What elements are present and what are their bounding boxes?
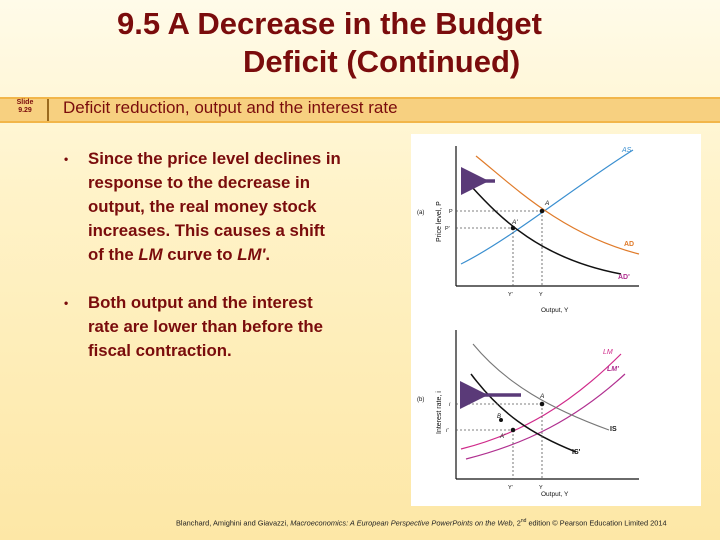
bullet-1-text-mid: curve to: [162, 245, 238, 264]
point-a: [539, 208, 545, 214]
bullet-1-em-lm2: LM': [237, 245, 266, 264]
panel-a: (a) Price level, P Output, Y AS AD AD' A…: [417, 146, 640, 314]
bullet-1-text: Since the price level declines in respon…: [88, 149, 341, 264]
point-a-prime: [510, 225, 516, 231]
point-a-prime-label: A': [511, 219, 518, 226]
subtitle-bar: [0, 97, 720, 123]
bullet-2-text: Both output and the interest rate are lo…: [88, 293, 324, 360]
point-b-label: B: [497, 414, 501, 420]
footer-edition-pre: , 2: [512, 518, 521, 528]
title-line-1: 9.5 A Decrease in the Budget: [117, 6, 542, 41]
lm-curve-label: LM: [603, 349, 613, 356]
slide-number-tag: Slide 9.29: [7, 99, 49, 121]
ad-curve: [475, 155, 640, 255]
panel-b-tag: (b): [417, 397, 424, 403]
bullet-1-text-end: .: [265, 245, 271, 264]
i-prime-tick: i': [446, 428, 449, 434]
title-line-2: Deficit (Continued): [243, 44, 521, 79]
y-tick-b: Y: [539, 485, 543, 491]
slide-subtitle: Deficit reduction, output and the intere…: [63, 98, 398, 117]
panel-a-tag: (a): [417, 210, 424, 216]
lm-prime-curve: [465, 373, 626, 460]
bullet-dot: •: [64, 296, 69, 310]
panel-b-ylabel: Interest rate, i: [436, 391, 443, 434]
footer-book: Macroeconomics: A European Perspective P…: [290, 518, 513, 528]
bullet-item-2: • Both output and the interest rate are …: [62, 291, 342, 363]
bullet-1-em-lm: LM: [138, 245, 163, 264]
is-curve-label: IS: [610, 426, 617, 433]
footer-edition-post: edition © Pearson Education Limited 2014: [526, 518, 667, 528]
y-tick-a: Y: [539, 292, 543, 298]
point-a-b: [539, 401, 545, 407]
point-a-label: A: [544, 200, 549, 207]
bullet-dot: •: [64, 152, 69, 166]
panel-a-xlabel: Output, Y: [541, 307, 569, 314]
slide-tag-divider: [47, 99, 49, 121]
is-prime-curve-label: IS': [572, 449, 581, 456]
p-tick: P: [449, 209, 453, 215]
point-a-prime-b-label: A': [499, 434, 506, 440]
figure-panel: (a) Price level, P Output, Y AS AD AD' A…: [411, 134, 701, 506]
footer-authors: Blanchard, Amighini and Giavazzi,: [176, 518, 291, 528]
point-b: [499, 418, 503, 422]
as-curve: [460, 149, 634, 265]
ad-curve-label: AD: [624, 241, 634, 248]
slide-number: 9.29: [18, 107, 32, 114]
is-curve: [472, 343, 610, 431]
as-curve-label: AS: [621, 147, 632, 154]
point-a-prime-b: [510, 427, 516, 433]
point-a-b-label: A: [539, 393, 544, 400]
bullet-item-1: • Since the price level declines in resp…: [62, 147, 342, 267]
lm-prime-curve-label: LM': [607, 366, 619, 373]
y-prime-tick-b: Y': [508, 485, 513, 491]
panel-b-xlabel: Output, Y: [541, 491, 569, 498]
slide-label: Slide: [16, 99, 34, 106]
footer-edition-sup: nd: [520, 518, 527, 524]
bullet-list: • Since the price level declines in resp…: [62, 147, 342, 387]
footer-credit: Blanchard, Amighini and Giavazzi, Macroe…: [176, 518, 667, 527]
ad-prime-curve: [470, 185, 622, 275]
lm-curve: [460, 353, 622, 450]
ad-prime-curve-label: AD': [618, 274, 630, 281]
figure-svg: (a) Price level, P Output, Y AS AD AD' A…: [417, 146, 640, 498]
y-prime-tick-a: Y': [508, 292, 513, 298]
p-prime-tick: P': [445, 226, 450, 232]
panel-b: (b) Interest rate, i Output, Y LM LM' IS…: [417, 330, 639, 498]
i-tick: i: [449, 402, 451, 408]
panel-a-ylabel: Price level, P: [436, 201, 443, 242]
